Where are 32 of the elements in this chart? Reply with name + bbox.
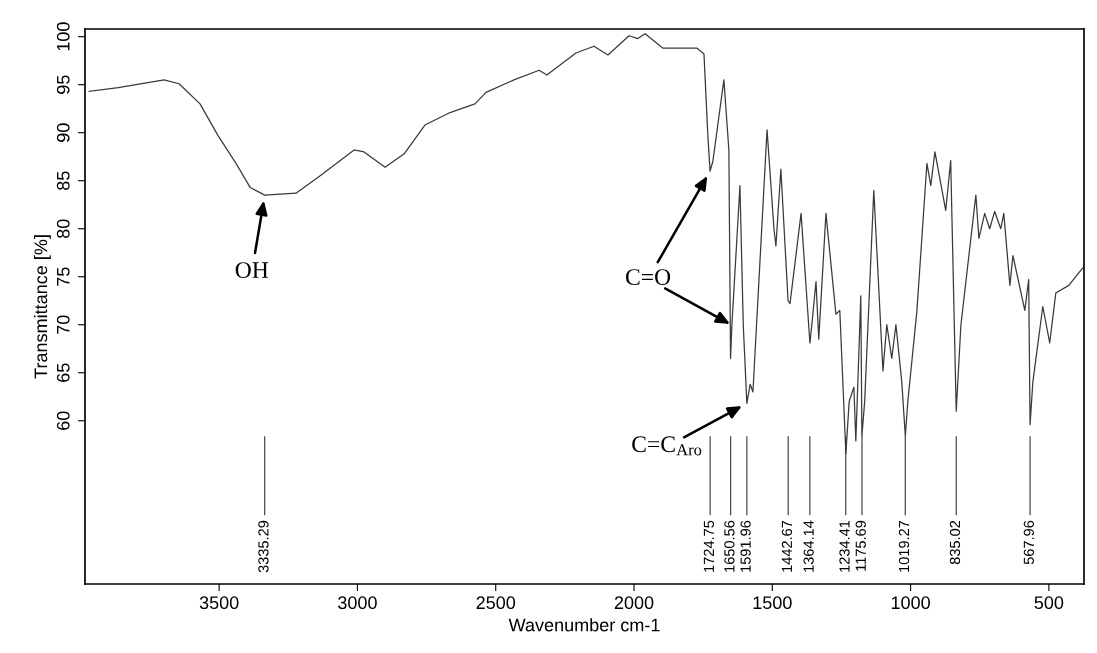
y-tick-label: 70 xyxy=(56,315,70,334)
x-tick-label: 2000 xyxy=(614,596,654,610)
annotation: 1019.27 xyxy=(898,520,910,572)
y-tick-label: 95 xyxy=(56,75,70,94)
x-tick-label: 500 xyxy=(1034,596,1064,610)
x-tick-label: 1000 xyxy=(891,596,930,610)
y-tick-label: 65 xyxy=(56,363,70,382)
annotation: 567.96 xyxy=(1023,520,1034,565)
y-axis-title: Transmittance [%] xyxy=(33,235,51,379)
y-tick-label: 85 xyxy=(56,171,70,190)
annotation: 1591.96 xyxy=(740,520,751,572)
x-axis-title: Wavenumber cm-1 xyxy=(508,618,660,632)
y-tick-label: 90 xyxy=(56,123,70,142)
annotation: 1364.14 xyxy=(803,520,814,572)
x-tick-label: 2500 xyxy=(476,596,516,610)
annotation: 1442.67 xyxy=(781,520,793,572)
annotation: OH xyxy=(235,262,269,279)
y-tick-label: 80 xyxy=(56,219,70,238)
annotation: 1234.41 xyxy=(839,520,850,572)
y-tick-label: 60 xyxy=(56,411,70,430)
annotation: 1724.75 xyxy=(703,520,715,572)
x-tick-label: 3500 xyxy=(199,596,239,610)
annotation: C=O xyxy=(625,269,671,286)
x-tick-label: 3000 xyxy=(338,596,377,610)
annotation: 1650.56 xyxy=(724,520,735,572)
annotation: 835.02 xyxy=(949,520,961,565)
y-tick-label: 75 xyxy=(57,267,70,286)
annotation: 1175.69 xyxy=(855,520,866,571)
x-tick-label: 1500 xyxy=(753,596,792,610)
annotation: C=C$_{Aro}$ xyxy=(632,436,702,456)
y-tick-label: 100 xyxy=(56,22,70,51)
annotation: 3335.29 xyxy=(258,520,269,573)
